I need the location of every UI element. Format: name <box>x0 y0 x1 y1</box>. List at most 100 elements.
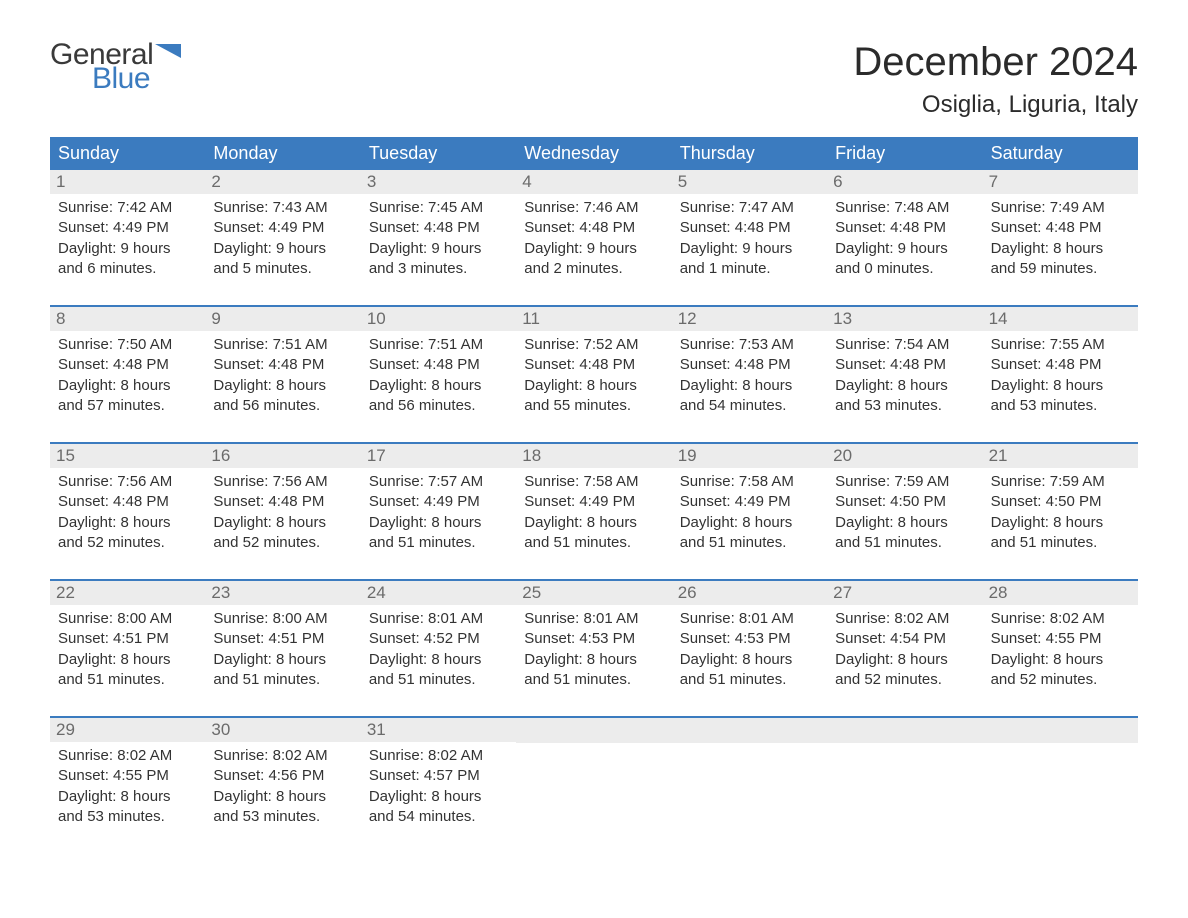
calendar-cell: 24 Sunrise: 8:01 AMSunset: 4:52 PMDayligh… <box>361 581 516 698</box>
day-sunrise: Sunrise: 7:42 AM <box>58 198 197 218</box>
day-dl1: Daylight: 9 hours <box>213 239 352 259</box>
day-sunset: Sunset: 4:49 PM <box>369 492 508 512</box>
day-info: Sunrise: 7:56 AMSunset: 4:48 PMDaylight:… <box>58 472 197 553</box>
weekday-thursday: Thursday <box>672 137 827 170</box>
day-number: 7 <box>983 170 1138 194</box>
day-number: 12 <box>672 307 827 331</box>
day-number: 23 <box>205 581 360 605</box>
calendar-cell: 13Sunrise: 7:54 AMSunset: 4:48 PMDayligh… <box>827 307 982 424</box>
day-dl1: Daylight: 9 hours <box>58 239 197 259</box>
day-sunrise: Sunrise: 8:02 AM <box>991 609 1130 629</box>
calendar-cell: 5Sunrise: 7:47 AMSunset: 4:48 PMDaylight… <box>672 170 827 287</box>
calendar-cell: 19Sunrise: 7:58 AMSunset: 4:49 PMDayligh… <box>672 444 827 561</box>
day-sunrise: Sunrise: 7:56 AM <box>213 472 352 492</box>
day-dl2: and 53 minutes. <box>213 807 352 827</box>
day-info: Sunrise: 7:47 AMSunset: 4:48 PMDaylight:… <box>680 198 819 279</box>
day-info: Sunrise: 7:53 AMSunset: 4:48 PMDaylight:… <box>680 335 819 416</box>
day-info: Sunrise: 7:51 AMSunset: 4:48 PMDaylight:… <box>213 335 352 416</box>
calendar-cell: 20Sunrise: 7:59 AMSunset: 4:50 PMDayligh… <box>827 444 982 561</box>
day-info: Sunrise: 8:01 AMSunset: 4:53 PMDaylight:… <box>524 609 663 690</box>
day-info: Sunrise: 7:46 AMSunset: 4:48 PMDaylight:… <box>524 198 663 279</box>
day-info: Sunrise: 8:01 AMSunset: 4:52 PMDaylight:… <box>369 609 508 690</box>
day-dl2: and 6 minutes. <box>58 259 197 279</box>
calendar-cell: 18Sunrise: 7:58 AMSunset: 4:49 PMDayligh… <box>516 444 671 561</box>
day-sunset: Sunset: 4:48 PM <box>991 355 1130 375</box>
day-sunrise: Sunrise: 7:51 AM <box>369 335 508 355</box>
day-dl2: and 3 minutes. <box>369 259 508 279</box>
day-dl2: and 51 minutes. <box>680 533 819 553</box>
calendar-cell: 17Sunrise: 7:57 AMSunset: 4:49 PMDayligh… <box>361 444 516 561</box>
day-dl2: and 51 minutes. <box>991 533 1130 553</box>
day-sunrise: Sunrise: 7:51 AM <box>213 335 352 355</box>
day-sunrise: Sunrise: 8:00 AM <box>58 609 197 629</box>
day-dl1: Daylight: 8 hours <box>369 650 508 670</box>
day-dl1: Daylight: 8 hours <box>58 513 197 533</box>
day-dl2: and 51 minutes. <box>369 533 508 553</box>
day-dl1: Daylight: 8 hours <box>213 376 352 396</box>
day-sunrise: Sunrise: 7:52 AM <box>524 335 663 355</box>
day-dl1: Daylight: 8 hours <box>58 376 197 396</box>
day-sunset: Sunset: 4:53 PM <box>524 629 663 649</box>
day-dl1: Daylight: 8 hours <box>991 513 1130 533</box>
day-info: Sunrise: 7:59 AMSunset: 4:50 PMDaylight:… <box>835 472 974 553</box>
calendar-body: 1Sunrise: 7:42 AMSunset: 4:49 PMDaylight… <box>50 170 1138 835</box>
calendar-cell <box>672 718 827 835</box>
calendar-cell: 16Sunrise: 7:56 AMSunset: 4:48 PMDayligh… <box>205 444 360 561</box>
day-info: Sunrise: 8:02 AMSunset: 4:55 PMDaylight:… <box>58 746 197 827</box>
day-dl1: Daylight: 8 hours <box>58 650 197 670</box>
day-number: 13 <box>827 307 982 331</box>
day-sunset: Sunset: 4:51 PM <box>213 629 352 649</box>
day-info: Sunrise: 8:00 AMSunset: 4:51 PMDaylight:… <box>58 609 197 690</box>
day-sunrise: Sunrise: 8:02 AM <box>369 746 508 766</box>
day-sunset: Sunset: 4:53 PM <box>680 629 819 649</box>
day-info: Sunrise: 7:51 AMSunset: 4:48 PMDaylight:… <box>369 335 508 416</box>
day-sunrise: Sunrise: 8:01 AM <box>680 609 819 629</box>
day-sunset: Sunset: 4:48 PM <box>835 218 974 238</box>
day-sunrise: Sunrise: 7:57 AM <box>369 472 508 492</box>
day-dl1: Daylight: 8 hours <box>680 376 819 396</box>
calendar-cell: 28Sunrise: 8:02 AMSunset: 4:55 PMDayligh… <box>983 581 1138 698</box>
weekday-saturday: Saturday <box>983 137 1138 170</box>
day-dl2: and 52 minutes. <box>835 670 974 690</box>
location: Osiglia, Liguria, Italy <box>853 91 1138 119</box>
day-dl1: Daylight: 8 hours <box>213 650 352 670</box>
logo-blue-text: Blue <box>92 64 181 94</box>
day-sunset: Sunset: 4:48 PM <box>213 355 352 375</box>
day-number: 10 <box>361 307 516 331</box>
day-sunset: Sunset: 4:48 PM <box>58 492 197 512</box>
day-info: Sunrise: 8:00 AMSunset: 4:51 PMDaylight:… <box>213 609 352 690</box>
day-number: 8 <box>50 307 205 331</box>
day-sunset: Sunset: 4:48 PM <box>680 218 819 238</box>
day-sunset: Sunset: 4:55 PM <box>58 766 197 786</box>
calendar-cell: 11Sunrise: 7:52 AMSunset: 4:48 PMDayligh… <box>516 307 671 424</box>
day-sunset: Sunset: 4:50 PM <box>835 492 974 512</box>
day-info: Sunrise: 8:02 AMSunset: 4:54 PMDaylight:… <box>835 609 974 690</box>
day-info: Sunrise: 7:42 AMSunset: 4:49 PMDaylight:… <box>58 198 197 279</box>
day-sunrise: Sunrise: 8:02 AM <box>835 609 974 629</box>
day-dl1: Daylight: 8 hours <box>524 513 663 533</box>
calendar-cell: 29 Sunrise: 8:02 AMSunset: 4:55 PMDayligh… <box>50 718 205 835</box>
day-sunset: Sunset: 4:48 PM <box>213 492 352 512</box>
day-sunset: Sunset: 4:48 PM <box>58 355 197 375</box>
calendar-cell: 26Sunrise: 8:01 AMSunset: 4:53 PMDayligh… <box>672 581 827 698</box>
day-number: 3 <box>361 170 516 194</box>
day-sunrise: Sunrise: 7:59 AM <box>991 472 1130 492</box>
day-sunrise: Sunrise: 7:59 AM <box>835 472 974 492</box>
day-dl1: Daylight: 8 hours <box>369 513 508 533</box>
day-info: Sunrise: 7:55 AMSunset: 4:48 PMDaylight:… <box>991 335 1130 416</box>
logo-flag-icon <box>155 44 181 64</box>
day-dl1: Daylight: 8 hours <box>369 787 508 807</box>
calendar: Sunday Monday Tuesday Wednesday Thursday… <box>50 137 1138 835</box>
day-dl2: and 54 minutes. <box>369 807 508 827</box>
calendar-cell: 27Sunrise: 8:02 AMSunset: 4:54 PMDayligh… <box>827 581 982 698</box>
day-number: 24 <box>361 581 516 605</box>
calendar-cell <box>516 718 671 835</box>
day-number: 29 <box>50 718 205 742</box>
calendar-cell: 7 Sunrise: 7:49 AMSunset: 4:48 PMDaylight… <box>983 170 1138 287</box>
day-dl2: and 53 minutes. <box>58 807 197 827</box>
calendar-cell: 4Sunrise: 7:46 AMSunset: 4:48 PMDaylight… <box>516 170 671 287</box>
month-title: December 2024 <box>853 40 1138 85</box>
day-info: Sunrise: 7:49 AMSunset: 4:48 PMDaylight:… <box>991 198 1130 279</box>
calendar-cell: 14Sunrise: 7:55 AMSunset: 4:48 PMDayligh… <box>983 307 1138 424</box>
day-sunrise: Sunrise: 7:48 AM <box>835 198 974 218</box>
